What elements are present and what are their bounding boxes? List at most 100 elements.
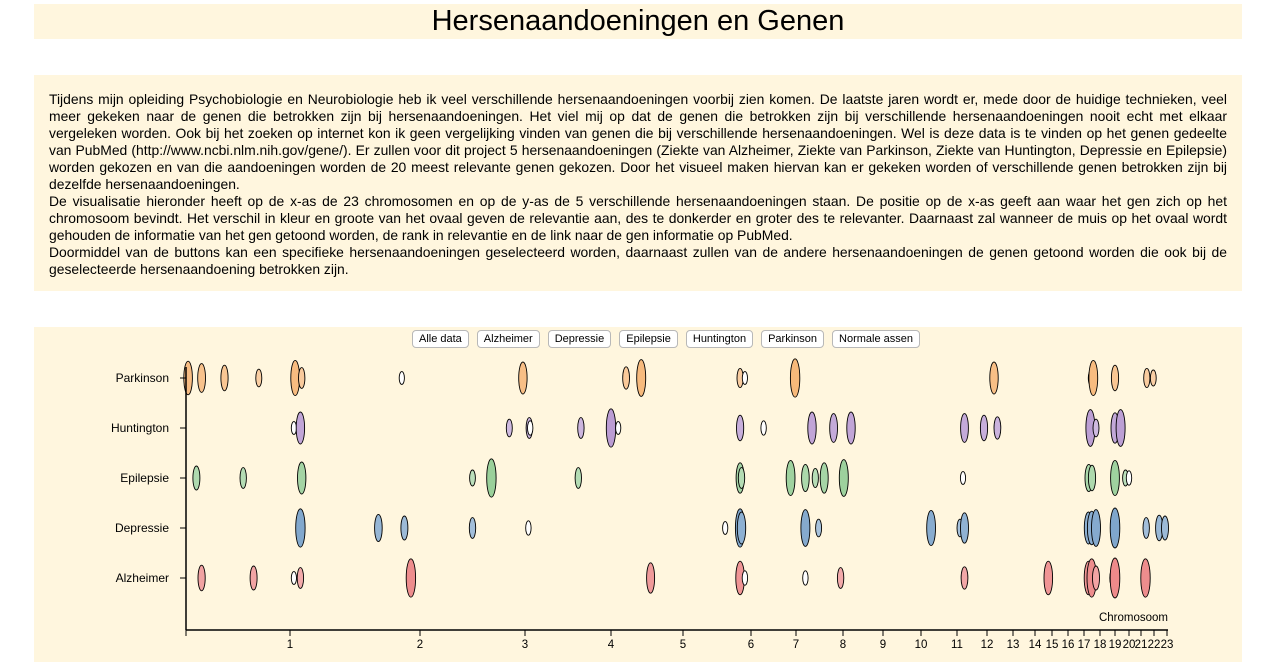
page-title: Hersenaandoeningen en Genen [431, 5, 845, 37]
gene-oval[interactable] [722, 521, 729, 535]
gene-oval[interactable] [829, 413, 838, 443]
gene-oval[interactable] [239, 467, 247, 489]
gene-oval[interactable] [993, 416, 1002, 440]
gene-oval[interactable] [1161, 515, 1169, 541]
gene-oval[interactable] [1091, 509, 1101, 547]
gene-oval[interactable] [405, 558, 417, 598]
gene-oval[interactable] [1125, 470, 1133, 486]
gene-oval[interactable] [960, 566, 969, 590]
gene-oval[interactable] [1140, 558, 1151, 598]
gene-oval[interactable] [737, 467, 746, 489]
gene-oval[interactable] [801, 463, 810, 493]
x-tick-label: 21 [1135, 639, 1148, 651]
gene-oval[interactable] [736, 414, 745, 442]
gene-oval[interactable] [1109, 557, 1121, 599]
gene-oval[interactable] [979, 414, 989, 442]
x-tick-label: 5 [680, 639, 686, 651]
all-data-button[interactable]: Alle data [411, 330, 469, 348]
gene-oval[interactable] [469, 469, 476, 487]
gene-oval[interactable] [197, 363, 206, 393]
epilepsie-button[interactable]: Epilepsie [619, 330, 678, 348]
depressie-button[interactable]: Depressie [547, 330, 612, 348]
gene-oval[interactable] [785, 459, 796, 497]
gene-oval[interactable] [736, 511, 747, 545]
gene-oval[interactable] [296, 567, 305, 589]
x-tick-label: 22 [1148, 639, 1161, 651]
gene-oval[interactable] [926, 509, 936, 547]
gene-oval[interactable] [802, 570, 809, 586]
gene-oval[interactable] [295, 411, 306, 445]
gene-oval[interactable] [622, 366, 630, 390]
gene-oval[interactable] [1087, 464, 1097, 492]
gene-oval[interactable] [811, 467, 819, 489]
gene-oval[interactable] [838, 459, 849, 497]
gene-oval[interactable] [760, 420, 767, 436]
gene-oval[interactable] [819, 462, 829, 494]
gene-oval[interactable] [577, 417, 585, 439]
gene-oval[interactable] [836, 567, 845, 589]
gene-oval[interactable] [1149, 369, 1157, 387]
gene-oval[interactable] [741, 570, 749, 586]
y-tick-label: Huntington [111, 421, 169, 435]
gene-oval[interactable] [615, 421, 622, 435]
gene-oval[interactable] [400, 515, 409, 541]
normal-axes-button[interactable]: Normale assen [832, 330, 920, 348]
gene-oval[interactable] [374, 513, 383, 543]
x-tick-label: 23 [1161, 639, 1174, 651]
gene-oval[interactable] [1142, 517, 1150, 539]
gene-oval[interactable] [255, 368, 263, 388]
gene-oval[interactable] [1110, 364, 1120, 392]
gene-oval[interactable] [960, 512, 969, 544]
gene-oval[interactable] [960, 413, 969, 443]
gene-oval[interactable] [1088, 359, 1099, 397]
gene-oval[interactable] [959, 471, 967, 485]
gene-oval[interactable] [1109, 507, 1121, 549]
gene-oval[interactable] [525, 520, 532, 536]
gene-oval[interactable] [807, 411, 817, 445]
intro-paragraph-1: Tijdens mijn opleiding Psychobiologie en… [49, 91, 1227, 192]
gene-oval[interactable] [1110, 459, 1120, 497]
gene-oval[interactable] [605, 408, 617, 448]
gene-oval[interactable] [1115, 409, 1126, 447]
x-tick-label: 6 [748, 639, 754, 651]
gene-oval[interactable] [1143, 367, 1151, 389]
gene-oval[interactable] [295, 508, 306, 548]
x-tick-label: 19 [1109, 639, 1122, 651]
gene-oval[interactable] [297, 461, 307, 495]
series-epilepsie [192, 458, 1133, 498]
gene-oval[interactable] [574, 467, 582, 489]
gene-oval[interactable] [486, 458, 497, 498]
x-tick-label: 14 [1029, 639, 1042, 651]
x-tick-label: 15 [1046, 639, 1059, 651]
gene-oval[interactable] [789, 358, 801, 398]
gene-oval[interactable] [192, 465, 201, 491]
gene-oval[interactable] [505, 418, 513, 438]
gene-oval[interactable] [846, 411, 856, 445]
gene-oval[interactable] [646, 562, 656, 594]
visualization-panel: Alle data Alzheimer Depressie Epilepsie … [34, 327, 1242, 662]
gene-oval[interactable] [815, 518, 823, 538]
gene-oval[interactable] [290, 571, 297, 585]
gene-oval[interactable] [249, 565, 258, 591]
gene-oval[interactable] [527, 420, 534, 436]
gene-oval[interactable] [1092, 418, 1100, 438]
gene-marks [183, 358, 1169, 599]
gene-oval[interactable] [468, 517, 477, 539]
gene-oval[interactable] [636, 359, 647, 397]
gene-oval[interactable] [197, 564, 206, 592]
gene-oval[interactable] [989, 361, 999, 395]
gene-oval[interactable] [298, 367, 306, 389]
huntington-button[interactable]: Huntington [685, 330, 754, 348]
alzheimer-button[interactable]: Alzheimer [476, 330, 540, 348]
x-tick-label: 16 [1062, 639, 1075, 651]
gene-oval[interactable] [290, 421, 297, 435]
gene-oval[interactable] [1043, 560, 1054, 596]
x-tick-label: 13 [1007, 639, 1020, 651]
parkinson-button[interactable]: Parkinson [761, 330, 825, 348]
gene-oval[interactable] [741, 371, 748, 385]
gene-oval[interactable] [220, 364, 229, 392]
gene-oval[interactable] [398, 371, 405, 385]
gene-oval[interactable] [1092, 565, 1100, 591]
gene-oval[interactable] [518, 361, 528, 395]
gene-oval[interactable] [800, 509, 811, 547]
